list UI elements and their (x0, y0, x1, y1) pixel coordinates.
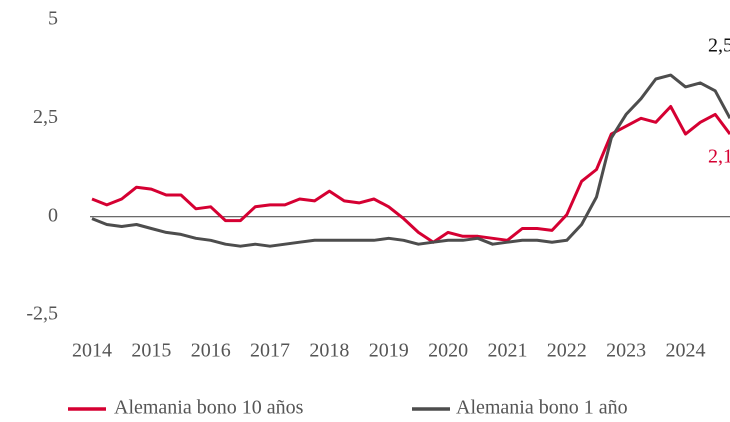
y-tick-label: 0 (48, 204, 58, 226)
x-tick-label: 2015 (131, 340, 171, 362)
legend-label: Alemania bono 1 año (456, 397, 628, 419)
x-tick-label: 2024 (665, 340, 705, 362)
series-line (91, 73, 730, 248)
x-tick-label: 2019 (369, 340, 409, 362)
legend-label: Alemania bono 10 años (114, 397, 304, 419)
y-tick-label: 5 (48, 8, 58, 30)
x-tick-label: 2018 (309, 340, 349, 362)
x-tick-label: 2021 (487, 340, 527, 362)
x-tick-label: 2014 (72, 340, 112, 362)
y-tick-label: -2,5 (26, 303, 58, 325)
x-tick-label: 2020 (428, 340, 468, 362)
x-tick-label: 2017 (250, 340, 290, 362)
x-tick-label: 2022 (547, 340, 587, 362)
x-tick-label: 2016 (191, 340, 231, 362)
annotation: 2,5 (708, 35, 730, 57)
series-line (91, 105, 730, 244)
annotation: 2,1 (708, 146, 730, 168)
y-tick-label: 2,5 (33, 106, 58, 128)
x-tick-label: 2023 (606, 340, 646, 362)
